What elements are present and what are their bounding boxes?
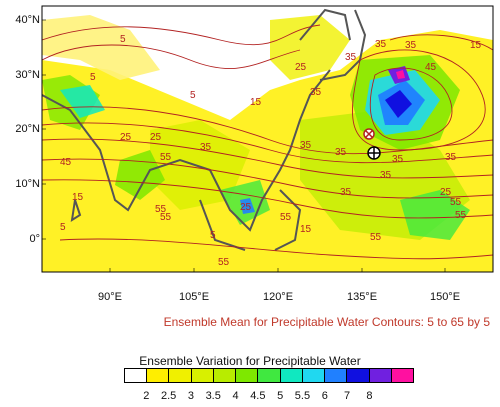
contour-label: 5	[120, 34, 126, 45]
contour-label: 35	[375, 39, 387, 50]
contour-label: 25	[295, 62, 307, 73]
legend-label: 5	[277, 390, 284, 402]
legend-label: 2	[143, 390, 150, 402]
contour-label: 45	[425, 62, 437, 73]
variation-field	[42, 15, 493, 272]
legend-label: 3	[187, 390, 194, 402]
lat-label-0: 0°	[29, 233, 40, 245]
legend-swatch	[125, 369, 148, 382]
legend-label: 2.5	[160, 390, 177, 402]
contour-label: 25	[240, 202, 252, 213]
contour-label: 35	[405, 40, 417, 51]
lat-label-20n: 20°N	[15, 123, 40, 135]
map-border	[41, 5, 494, 273]
legend-swatch	[191, 369, 214, 382]
legend-swatch	[147, 369, 170, 382]
legend-swatch	[280, 369, 303, 382]
legend-label: 7	[344, 390, 351, 402]
legend-label: 3.5	[205, 390, 221, 402]
lat-label-10n: 10°N	[15, 178, 40, 190]
legend-title: Ensemble Variation for Precipitable Wate…	[139, 354, 361, 368]
lat-label-40n: 40°N	[15, 14, 40, 26]
mean-contours	[42, 24, 493, 260]
contour-label: 5	[60, 222, 66, 233]
legend-swatch	[391, 369, 414, 382]
legend-swatch	[213, 369, 237, 382]
legend-colorbar	[124, 368, 414, 383]
legend-swatch	[236, 369, 259, 382]
contour-label: 55	[160, 212, 172, 223]
legend-swatch	[369, 369, 392, 382]
legend-label: 6	[321, 390, 328, 402]
contour-label: 25	[440, 187, 452, 198]
contour-label: 55	[160, 152, 172, 163]
legend-swatch	[325, 369, 348, 382]
contour-label: 15	[300, 224, 312, 235]
contour-caption: Ensemble Mean for Precipitable Water Con…	[163, 315, 490, 329]
contour-label: 35	[335, 147, 347, 158]
observed-center-marker	[367, 146, 381, 160]
contour-label: 5	[210, 230, 216, 241]
legend-label: 4.5	[250, 390, 266, 402]
contour-label: 55	[450, 197, 462, 208]
contour-label: 35	[445, 152, 457, 163]
legend-swatch	[258, 369, 281, 382]
legend-label: 5.5	[294, 390, 311, 402]
contour-label: 5	[90, 72, 96, 83]
legend-swatch	[302, 369, 326, 382]
contour-label: 55	[280, 212, 292, 223]
contour-label: 25	[150, 132, 162, 143]
legend-label: 4	[232, 390, 239, 402]
lon-label-135e: 135°E	[346, 291, 378, 303]
contour-label: 55	[155, 204, 167, 215]
contour-label: 35	[380, 170, 392, 181]
contour-label: 15	[72, 192, 84, 203]
contour-label: 35	[300, 140, 312, 151]
graticule	[42, 19, 446, 272]
contour-label: 35	[310, 87, 322, 98]
contour-label: 55	[218, 257, 230, 268]
lat-label-30n: 30°N	[15, 69, 40, 81]
ensemble-member-marker	[363, 128, 375, 140]
contour-label: 55	[455, 210, 467, 221]
contour-label: 45	[60, 157, 72, 168]
lon-label-105e: 105°E	[178, 291, 210, 303]
contour-label: 35	[345, 52, 357, 63]
legend-label: 8	[366, 390, 373, 402]
contour-label: 15	[470, 40, 482, 51]
lon-label-90e: 90°E	[98, 291, 122, 303]
contour-label: 5	[190, 90, 196, 101]
contour-label: 25	[120, 132, 132, 143]
lon-label-150e: 150°E	[429, 291, 461, 303]
lon-label-120e: 120°E	[262, 291, 294, 303]
contour-label: 35	[200, 142, 212, 153]
contour-label: 55	[370, 232, 382, 243]
legend-swatch	[347, 369, 370, 382]
contour-label: 35	[340, 187, 352, 198]
contour-label: 15	[250, 97, 262, 108]
contour-label: 35	[392, 154, 404, 165]
legend-swatch	[169, 369, 192, 382]
